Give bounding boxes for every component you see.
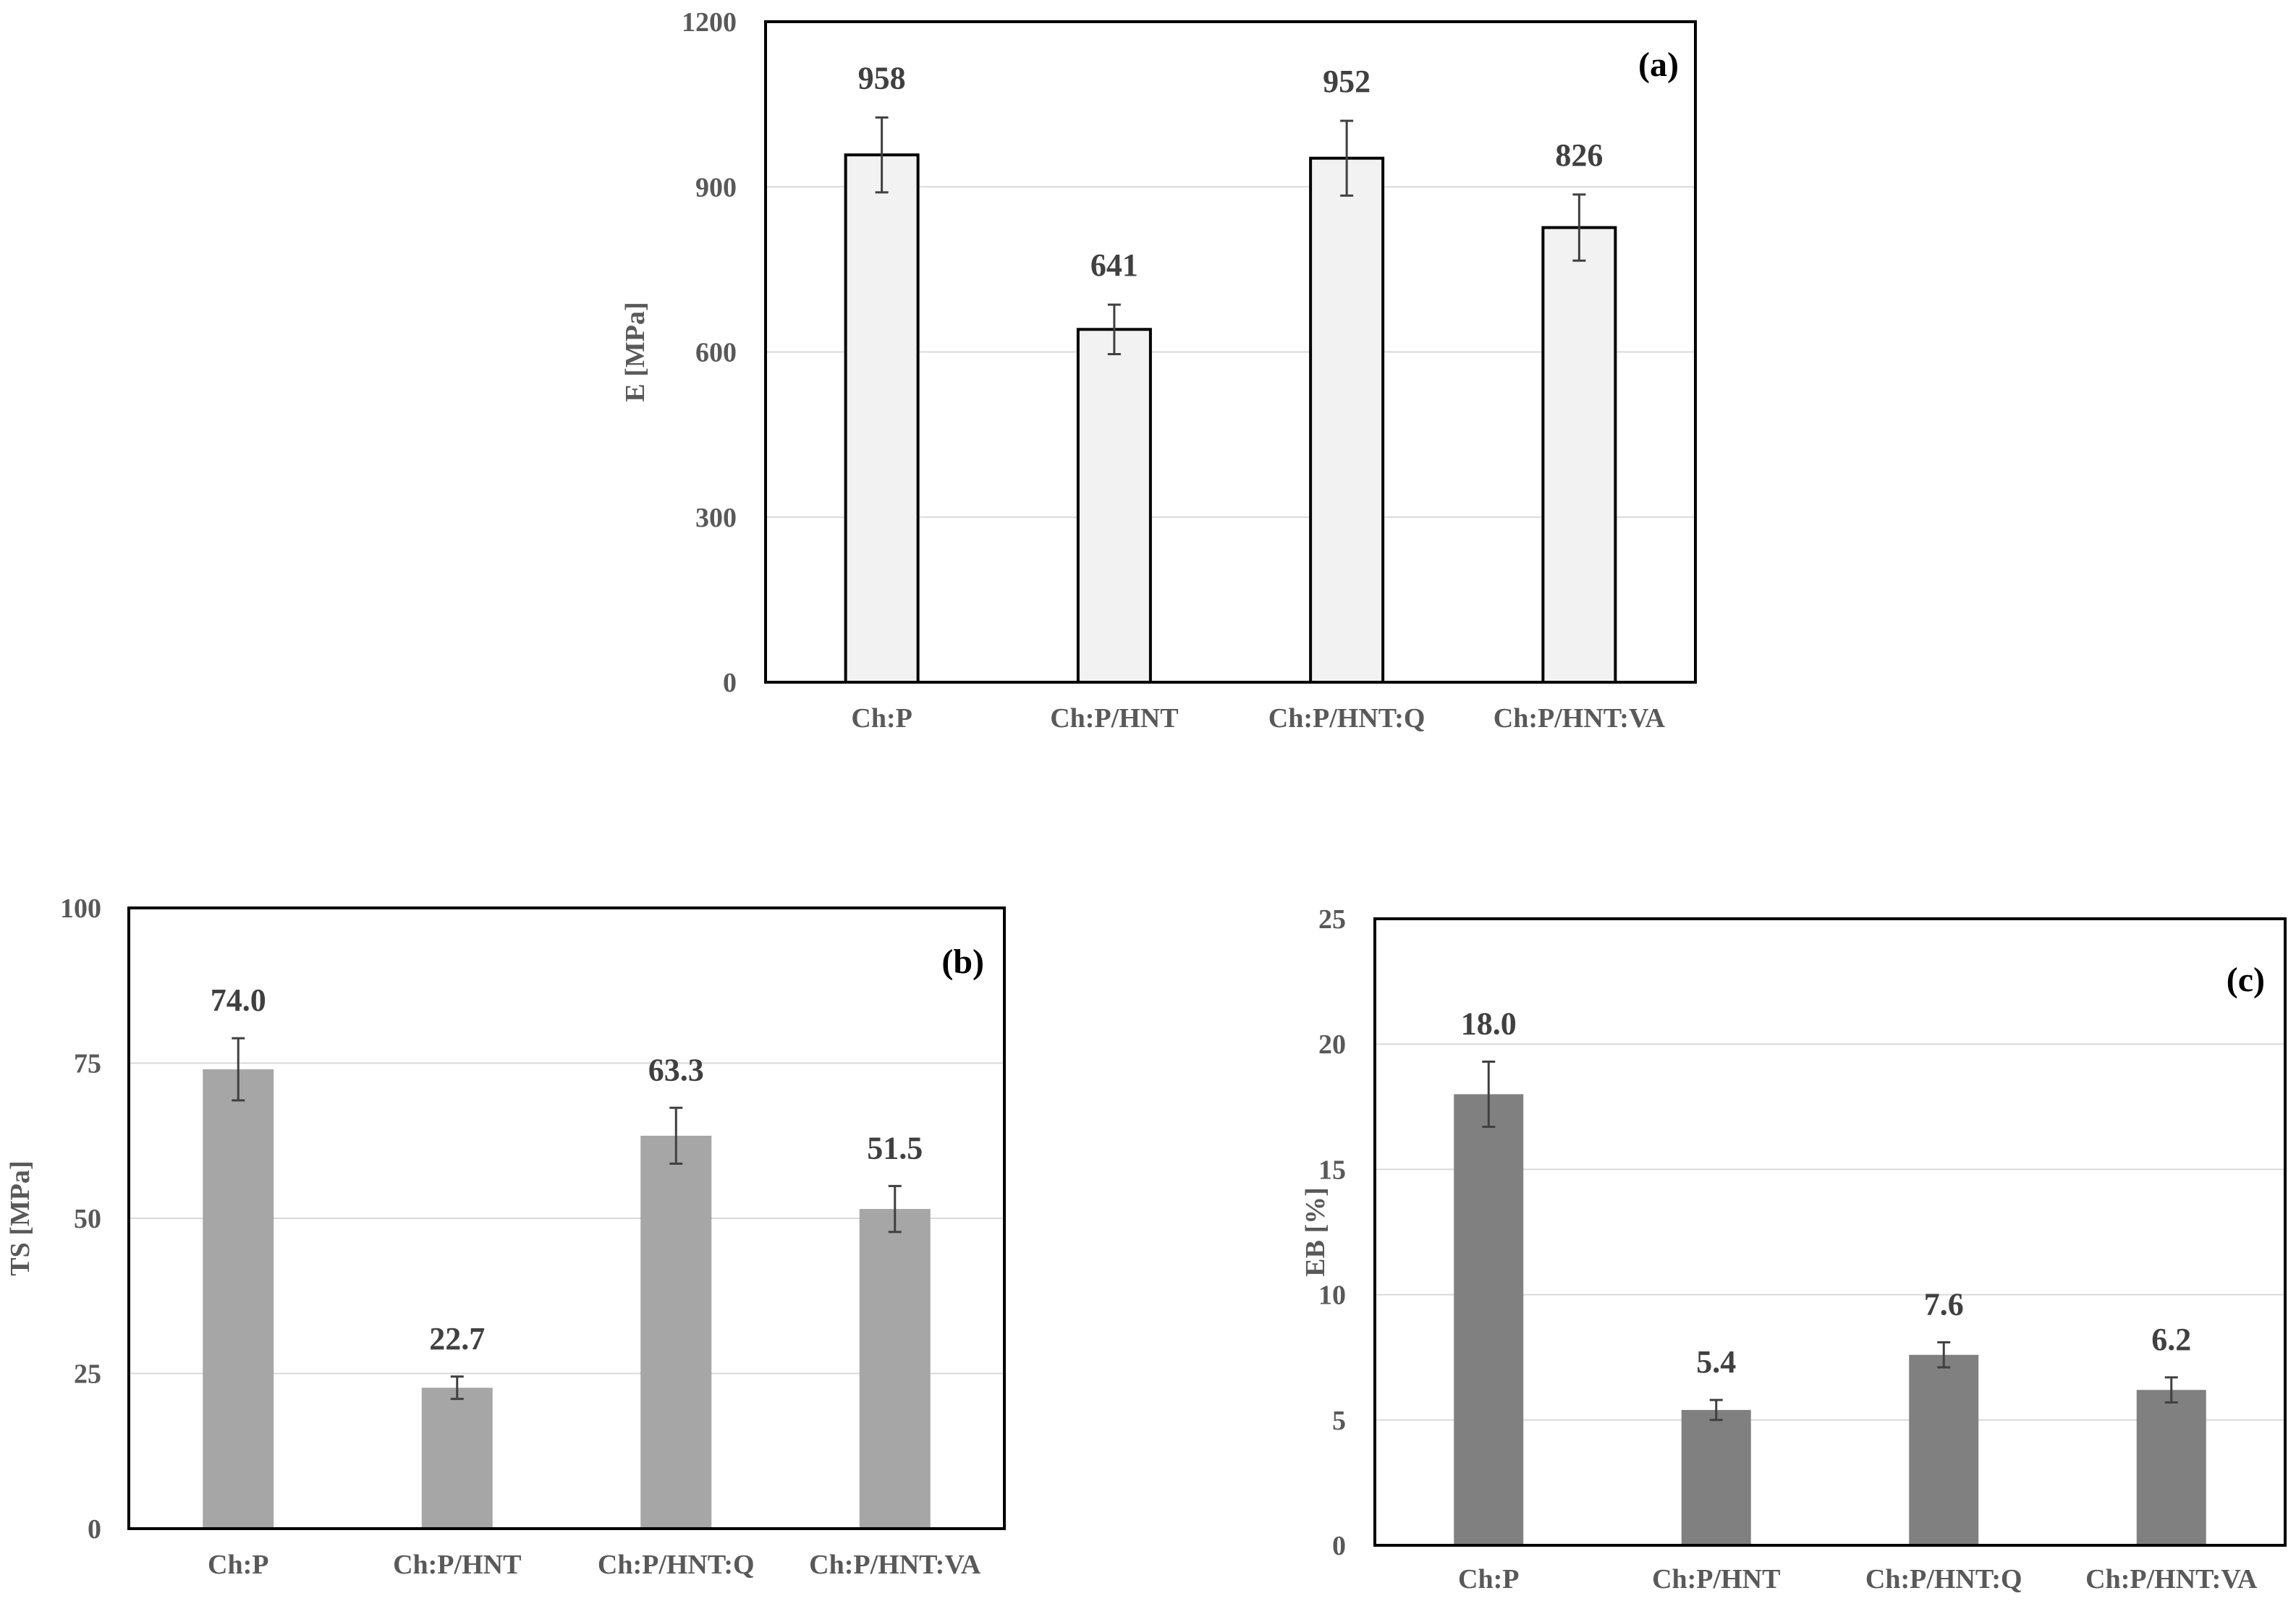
y-tick-label: 0 xyxy=(723,668,737,698)
x-category-label: Ch:P xyxy=(1458,1564,1519,1594)
y-tick-label: 600 xyxy=(695,338,737,368)
data-label: 74.0 xyxy=(211,982,266,1018)
x-category-label: Ch:P/HNT:VA xyxy=(809,1550,981,1580)
x-category-label: Ch:P/HNT:VA xyxy=(1494,703,1666,734)
y-tick-label: 300 xyxy=(695,503,737,533)
panel-label: (b) xyxy=(941,943,984,981)
data-label: 5.4 xyxy=(1696,1344,1736,1380)
error-bar xyxy=(2164,1376,2178,1404)
x-category-label: Ch:P/HNT:Q xyxy=(598,1550,755,1580)
data-label: 7.6 xyxy=(1924,1286,1964,1322)
bar xyxy=(1681,1409,1751,1545)
bar xyxy=(844,153,920,684)
bar xyxy=(1454,1094,1524,1545)
bar xyxy=(1076,328,1152,684)
error-bar xyxy=(1340,119,1354,197)
chart-panel-c: 0 5 10 15 20 25 18.0 Ch:P 5.4 Ch:P/HNT 7.6 Ch:P/HNT… xyxy=(1300,904,2287,1594)
panel-label: (a) xyxy=(1638,46,1679,84)
data-label: 826 xyxy=(1555,137,1603,173)
data-label: 958 xyxy=(858,60,906,95)
error-bar xyxy=(1482,1060,1496,1129)
x-category-label: Ch:P/HNT:VA xyxy=(2085,1564,2258,1594)
bar xyxy=(1309,156,1385,684)
bar xyxy=(203,1069,274,1529)
y-tick-label: 1200 xyxy=(682,7,737,38)
bar xyxy=(2136,1390,2206,1545)
y-tick-label: 75 xyxy=(74,1049,101,1079)
y-tick-label: 900 xyxy=(695,172,737,203)
error-bar xyxy=(1937,1341,1951,1369)
error-bar xyxy=(232,1037,245,1102)
bar xyxy=(421,1388,493,1529)
data-label: 22.7 xyxy=(429,1321,485,1356)
bar xyxy=(1541,226,1617,684)
y-tick-label: 5 xyxy=(1332,1406,1346,1436)
error-bar xyxy=(1709,1398,1723,1422)
error-bar xyxy=(888,1184,902,1233)
y-tick-label: 100 xyxy=(60,893,101,924)
y-tick-label: 15 xyxy=(1318,1155,1346,1185)
x-category-label: Ch:P/HNT xyxy=(393,1550,521,1580)
x-category-label: Ch:P/HNT xyxy=(1050,703,1178,734)
chart-panel-a: 0 300 600 900 1200 958 Ch:P 641 Ch:P/HNT 952 Ch:P/… xyxy=(620,7,1697,734)
x-category-label: Ch:P/HNT:Q xyxy=(1865,1564,2022,1594)
bar xyxy=(1909,1354,1979,1545)
plot-frame xyxy=(127,906,1006,1530)
x-category-label: Ch:P/HNT xyxy=(1652,1564,1780,1594)
y-tick-label: 10 xyxy=(1318,1281,1346,1311)
y-tick-label: 50 xyxy=(74,1204,101,1234)
panel-label: (c) xyxy=(2227,961,2265,999)
bar xyxy=(859,1209,931,1529)
data-label: 63.3 xyxy=(648,1052,704,1087)
y-axis-label: E [MPa] xyxy=(620,302,651,402)
bar xyxy=(640,1135,712,1529)
error-bar xyxy=(450,1375,464,1401)
plot-frame xyxy=(1373,917,2287,1547)
chart-panel-b: 0 25 50 75 100 74.0 Ch:P 22.7 Ch:P/HNT 63.3 Ch:P/H… xyxy=(5,893,1006,1580)
y-tick-label: 20 xyxy=(1318,1029,1346,1060)
data-label: 18.0 xyxy=(1461,1006,1517,1041)
y-axis-label: EB [%] xyxy=(1300,1187,1331,1277)
plot-frame xyxy=(764,20,1697,684)
y-tick-label: 0 xyxy=(1332,1531,1346,1561)
data-label: 952 xyxy=(1323,64,1371,99)
data-label: 51.5 xyxy=(867,1130,923,1165)
error-bar xyxy=(669,1106,683,1165)
x-category-label: Ch:P xyxy=(208,1550,268,1580)
y-tick-label: 25 xyxy=(74,1359,101,1390)
data-label: 641 xyxy=(1090,247,1138,283)
error-bar xyxy=(1572,193,1586,262)
error-bar xyxy=(875,116,889,194)
data-label: 6.2 xyxy=(2151,1322,2191,1357)
error-bar xyxy=(1107,303,1121,356)
x-category-label: Ch:P/HNT:Q xyxy=(1268,703,1426,734)
y-axis-label: TS [MPa] xyxy=(5,1160,35,1275)
y-tick-label: 25 xyxy=(1318,904,1346,935)
x-category-label: Ch:P xyxy=(851,703,912,734)
y-tick-label: 0 xyxy=(88,1514,101,1545)
